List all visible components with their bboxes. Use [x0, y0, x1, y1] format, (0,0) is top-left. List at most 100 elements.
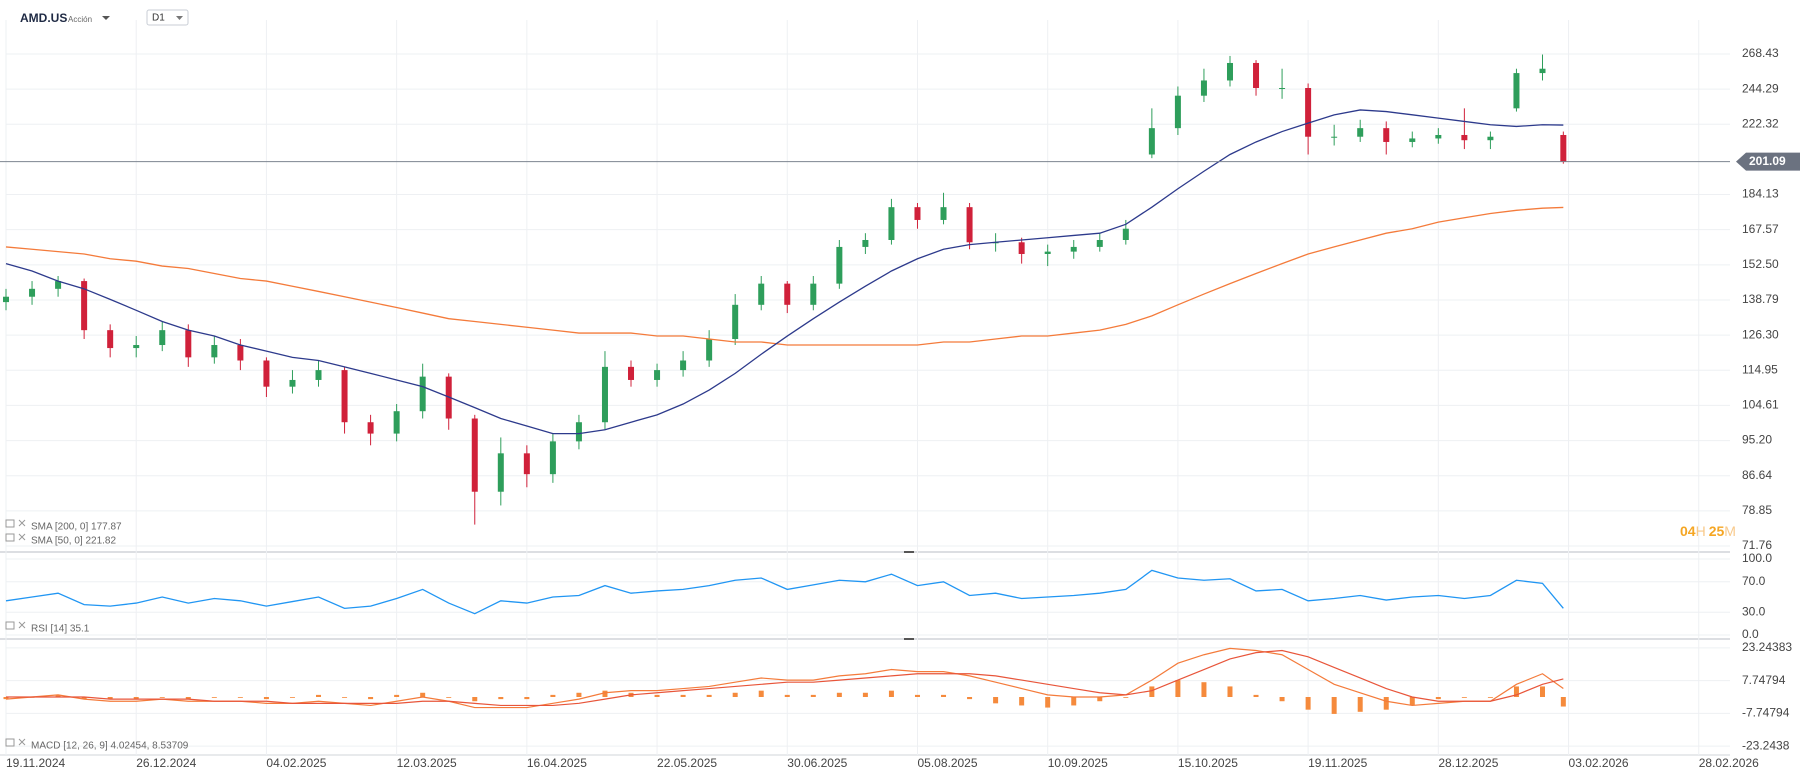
- candle-body: [758, 283, 765, 305]
- legend-close[interactable]: [18, 621, 26, 629]
- candle-body: [471, 418, 478, 492]
- y-tick-label: 104.61: [1742, 398, 1779, 412]
- candle-body: [29, 288, 36, 297]
- macd-histogram-bar: [237, 697, 243, 698]
- timer-hours: 04: [1680, 523, 1696, 539]
- legend-icon[interactable]: [5, 621, 15, 630]
- macd-histogram-bar: [1279, 697, 1285, 702]
- candle-body: [107, 330, 114, 349]
- macd-histogram-bar: [1071, 697, 1077, 706]
- candle-timer: 04H 25M: [1680, 523, 1736, 539]
- candle-body: [1435, 134, 1442, 139]
- y-tick-label: 244.29: [1742, 81, 1779, 95]
- legend-close[interactable]: [18, 533, 26, 541]
- candle-body: [549, 441, 556, 475]
- candle-body: [1331, 136, 1338, 138]
- x-tick-label: 28.02.2026: [1699, 756, 1759, 770]
- macd-histogram-bar: [1175, 680, 1181, 697]
- symbol-dropdown[interactable]: [102, 16, 110, 20]
- candle-body: [1487, 136, 1494, 141]
- x-tick-label: 28.12.2025: [1438, 756, 1498, 770]
- legend-icon[interactable]: [5, 519, 15, 528]
- legend-icon[interactable]: [5, 533, 15, 542]
- y-tick-label: 114.95: [1742, 362, 1778, 376]
- symbol[interactable]: AMD.US: [20, 11, 67, 25]
- candle-body: [1383, 128, 1390, 142]
- macd-histogram-bar: [472, 697, 478, 702]
- rsi-legend: RSI [14] 35.1: [31, 624, 90, 635]
- macd-histogram-bar: [784, 694, 790, 697]
- macd-histogram-bar: [1357, 697, 1363, 712]
- candle-body: [654, 370, 661, 380]
- macd-histogram-bar: [368, 697, 374, 700]
- y-tick-label: 71.76: [1742, 538, 1772, 552]
- x-tick-label: 16.04.2025: [527, 756, 587, 770]
- macd-histogram-bar: [1409, 697, 1415, 706]
- last-price-label: 201.09: [1749, 154, 1786, 168]
- y-tick-label: 70.0: [1742, 574, 1766, 588]
- candle-body: [601, 366, 608, 423]
- macd-histogram-bar: [1461, 697, 1467, 698]
- x-tick-label: 26.12.2024: [136, 756, 196, 770]
- candle-body: [55, 281, 62, 289]
- candle-body: [341, 370, 348, 423]
- macd-histogram-bar: [133, 697, 139, 700]
- macd-histogram-bar: [680, 694, 686, 697]
- macd-line: [6, 649, 1564, 707]
- macd-histogram-bar: [654, 694, 660, 697]
- macd-histogram-bar: [394, 694, 400, 697]
- timer-minutes: 25: [1709, 523, 1725, 539]
- asset-type: Acción: [68, 15, 92, 24]
- x-tick-label: 22.05.2025: [657, 756, 717, 770]
- macd-histogram-bar: [446, 697, 452, 698]
- candle-body: [1096, 239, 1103, 247]
- macd-histogram-bar: [810, 694, 816, 697]
- sma50-legend: SMA [50, 0] 221.82: [31, 536, 116, 547]
- macd-histogram-bar: [342, 697, 348, 698]
- timeframe-box[interactable]: [146, 9, 189, 26]
- y-tick-label: 126.30: [1742, 327, 1779, 341]
- sma-line: [5, 206, 1564, 346]
- macd-histogram-bar: [55, 694, 61, 697]
- candle-body: [523, 453, 530, 475]
- x-tick-label: 19.11.2025: [1308, 756, 1367, 770]
- candle-body: [289, 379, 296, 387]
- candle-body: [263, 360, 270, 387]
- candle-body: [914, 207, 921, 220]
- candle-body: [862, 239, 869, 247]
- timer-minutes-unit: M: [1724, 523, 1736, 539]
- macd-histogram-bar: [888, 690, 894, 697]
- candle-body: [1279, 88, 1286, 90]
- x-tick-label: 15.10.2025: [1178, 756, 1238, 770]
- timeframe-dropdown[interactable]: [176, 16, 183, 20]
- marks: [0, 54, 1730, 714]
- candle-body: [1200, 80, 1207, 96]
- candle-body: [628, 366, 635, 380]
- candle-body: [1018, 242, 1025, 254]
- macd-histogram-bar: [758, 690, 764, 697]
- legend-close[interactable]: [18, 519, 26, 527]
- y-tick-label: -23.2438: [1742, 738, 1790, 752]
- candle-body: [211, 345, 218, 358]
- candle-body: [1560, 134, 1567, 162]
- candle-body: [1148, 128, 1155, 155]
- candle-body: [3, 296, 9, 303]
- candle-body: [1357, 128, 1364, 137]
- y-tick-label: 268.43: [1742, 46, 1779, 60]
- candle-body: [706, 338, 713, 361]
- x-tick-label: 04.02.2025: [266, 756, 326, 770]
- candle-body: [784, 283, 791, 305]
- legend-close[interactable]: [18, 738, 26, 746]
- macd-histogram-bar: [289, 697, 295, 698]
- macd-histogram-bar: [1045, 697, 1051, 708]
- candle-body: [1253, 62, 1260, 89]
- y-tick-label: -7.74794: [1742, 706, 1790, 720]
- y-tick-label: 100.0: [1742, 551, 1772, 565]
- candle-body: [940, 207, 947, 220]
- candle-body: [966, 207, 973, 243]
- y-tick-label: 184.13: [1742, 187, 1779, 201]
- macd-histogram-bar: [1149, 686, 1155, 697]
- legend-icon[interactable]: [5, 738, 15, 747]
- y-tick-label: 23.24383: [1742, 640, 1792, 654]
- y-tick-label: 7.74794: [1742, 673, 1786, 687]
